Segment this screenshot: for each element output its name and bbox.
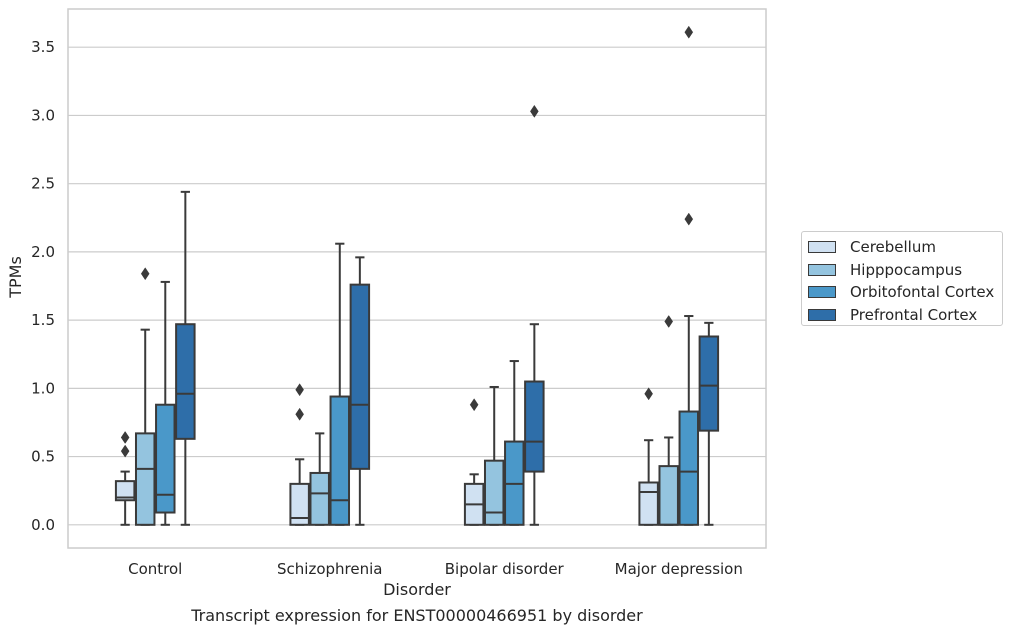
y-axis-label: TPMs xyxy=(6,256,25,299)
box xyxy=(638,481,659,526)
box-group xyxy=(658,315,679,526)
x-tick-label: Control xyxy=(128,560,182,578)
outlier-point xyxy=(664,315,674,328)
box-group xyxy=(463,398,485,526)
legend-item-prefrontal-cortex: Prefrontal Cortex xyxy=(808,304,1002,327)
box xyxy=(678,410,700,526)
y-tick-labels: 0.0 0.5 1.0 1.5 2.0 2.5 3.0 3.5 xyxy=(31,38,55,534)
y-tick-label: 2.5 xyxy=(31,175,55,193)
plot-frame xyxy=(67,8,767,549)
outlier-point xyxy=(530,104,539,118)
legend-swatch xyxy=(808,308,836,321)
legend-label: Prefrontal Cortex xyxy=(850,305,978,324)
box-marks xyxy=(114,25,720,526)
outlier-point xyxy=(295,383,304,397)
legend-label: Orbitofontal Cortex xyxy=(850,283,995,302)
y-tick-label: 2.0 xyxy=(31,243,55,261)
y-tick-label: 3.5 xyxy=(31,38,55,56)
y-tick-label: 0.0 xyxy=(31,516,55,534)
outlier-point xyxy=(120,444,130,458)
box-group xyxy=(349,256,371,526)
box xyxy=(524,380,545,473)
box xyxy=(155,403,176,514)
box-group xyxy=(483,385,505,526)
box xyxy=(658,465,679,526)
box xyxy=(698,335,720,432)
box xyxy=(349,283,371,470)
legend-item-hippocampus: Hipppocampus xyxy=(808,259,1002,282)
box xyxy=(289,482,310,526)
x-tick-label: Major depression xyxy=(615,560,743,578)
box-group xyxy=(155,280,176,526)
legend-swatch xyxy=(808,286,836,299)
legend-swatch xyxy=(808,241,836,254)
box xyxy=(134,432,156,526)
box xyxy=(483,459,505,526)
box-group xyxy=(638,387,659,526)
box-group xyxy=(329,242,351,526)
x-tick-label: Schizophrenia xyxy=(277,560,382,578)
box-group xyxy=(309,432,330,526)
outlier-point xyxy=(120,431,130,444)
box-group xyxy=(114,431,136,526)
box-group xyxy=(289,383,310,526)
legend-swatch xyxy=(808,263,836,276)
legend: Cerebellum Hipppocampus Orbitofontal Cor… xyxy=(801,231,1003,326)
box-group xyxy=(678,25,700,526)
legend-label: Hipppocampus xyxy=(850,260,963,279)
y-tick-label: 1.0 xyxy=(31,379,55,397)
y-tick-label: 1.5 xyxy=(31,311,55,329)
outlier-point xyxy=(295,407,304,421)
y-tick-label: 3.0 xyxy=(31,106,55,124)
box-group xyxy=(504,360,525,526)
legend-label: Cerebellum xyxy=(850,238,936,257)
legend-item-orbitofrontal-cortex: Orbitofontal Cortex xyxy=(808,281,1002,304)
box xyxy=(329,395,351,526)
legend-item-cerebellum: Cerebellum xyxy=(808,236,1002,259)
outlier-point xyxy=(684,25,694,39)
x-tick-label: Bipolar disorder xyxy=(445,560,565,578)
box xyxy=(309,471,330,526)
y-tick-label: 0.5 xyxy=(31,448,55,466)
box-group xyxy=(134,267,156,526)
box-group xyxy=(698,321,720,526)
outlier-point xyxy=(644,387,653,401)
outlier-point xyxy=(140,267,150,281)
x-axis-label: Disorder xyxy=(383,580,451,599)
box xyxy=(114,480,136,502)
box-group xyxy=(524,104,545,526)
box xyxy=(175,323,196,440)
outlier-point xyxy=(684,212,694,226)
outlier-point xyxy=(469,398,479,412)
figure-caption: Transcript expression for ENST0000046695… xyxy=(191,606,643,625)
box-group xyxy=(175,190,196,526)
x-tick-labels: Control Schizophrenia Bipolar disorder Majo… xyxy=(128,560,743,578)
